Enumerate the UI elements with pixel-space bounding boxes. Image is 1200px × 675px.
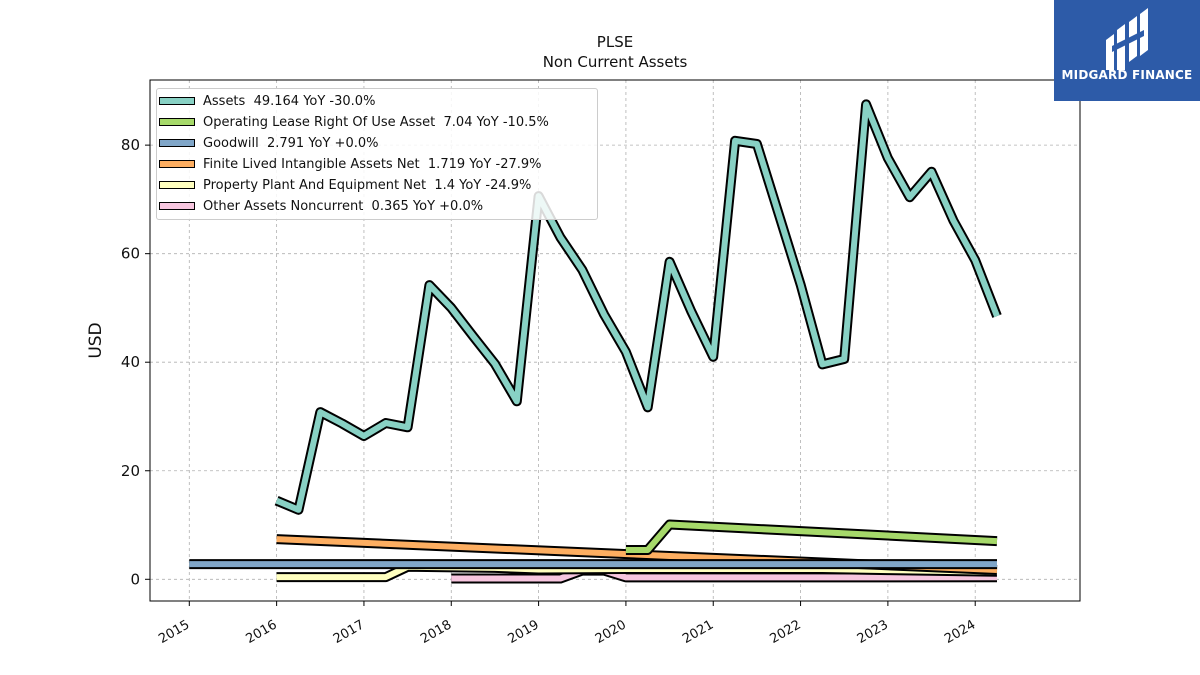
legend-swatch-ppe bbox=[159, 181, 195, 189]
legend-label-ppe: Property Plant And Equipment Net 1.4 YoY… bbox=[203, 177, 532, 193]
y-tick-label: 80 bbox=[121, 136, 140, 154]
x-axis: 2015 2016 2017 2018 2019 2020 2021 2022 2023 2024 bbox=[156, 601, 978, 647]
legend-label-goodwill: Goodwill 2.791 YoY +0.0% bbox=[203, 135, 379, 151]
legend-item-assets: Assets 49.164 YoY -30.0% bbox=[157, 91, 375, 111]
legend-label-other-assets: Other Assets Noncurrent 0.365 YoY +0.0% bbox=[203, 198, 484, 214]
legend-item-intangible: Finite Lived Intangible Assets Net 1.719… bbox=[157, 154, 542, 174]
legend-swatch-assets bbox=[159, 97, 195, 105]
y-tick-label: 60 bbox=[121, 245, 140, 263]
series-4-line bbox=[276, 561, 998, 583]
x-tick-label: 2023 bbox=[855, 617, 891, 647]
y-tick-label: 20 bbox=[121, 462, 140, 480]
series-line bbox=[625, 521, 998, 553]
logo-text: MIDGARD FINANCE bbox=[1061, 68, 1193, 82]
legend-label-assets: Assets 49.164 YoY -30.0% bbox=[203, 93, 376, 109]
chart-subtitle: Non Current Assets bbox=[542, 53, 688, 71]
legend-item-ppe: Property Plant And Equipment Net 1.4 YoY… bbox=[157, 175, 531, 195]
series-0-line bbox=[274, 99, 1002, 515]
series-line bbox=[276, 563, 998, 581]
brand-logo: MIDGARD FINANCE bbox=[1054, 0, 1200, 101]
chart-title: PLSE bbox=[596, 33, 634, 51]
x-tick-label: 2024 bbox=[942, 617, 978, 647]
legend-label-intangible: Finite Lived Intangible Assets Net 1.719… bbox=[203, 156, 542, 172]
y-axis-label: USD bbox=[86, 322, 106, 358]
legend-item-other-assets: Other Assets Noncurrent 0.365 YoY +0.0% bbox=[157, 196, 483, 216]
x-tick-label: 2020 bbox=[593, 617, 629, 647]
legend-item-operating-lease: Operating Lease Right Of Use Asset 7.04 … bbox=[157, 112, 549, 132]
series-line bbox=[275, 101, 1000, 513]
series-1-line bbox=[625, 519, 998, 555]
x-tick-label: 2016 bbox=[244, 617, 280, 647]
x-tick-label: 2019 bbox=[506, 617, 542, 647]
x-tick-label: 2022 bbox=[767, 617, 803, 647]
legend-swatch-operating-lease bbox=[159, 118, 195, 126]
x-tick-label: 2017 bbox=[331, 617, 367, 647]
x-tick-label: 2021 bbox=[680, 617, 716, 647]
x-tick-label: 2015 bbox=[156, 617, 192, 647]
legend-item-goodwill: Goodwill 2.791 YoY +0.0% bbox=[157, 133, 378, 153]
legend-label-operating-lease: Operating Lease Right Of Use Asset 7.04 … bbox=[203, 114, 549, 130]
series-layer bbox=[189, 99, 1002, 584]
legend: Assets 49.164 YoY -30.0% Operating Lease… bbox=[156, 88, 598, 220]
y-axis: 0 20 40 60 80 bbox=[121, 136, 150, 588]
y-tick-label: 0 bbox=[130, 570, 140, 588]
plot-area-frame bbox=[149, 79, 1081, 602]
x-tick-label: 2018 bbox=[418, 617, 454, 647]
y-tick-label: 40 bbox=[121, 353, 140, 371]
legend-swatch-intangible bbox=[159, 160, 195, 168]
legend-swatch-goodwill bbox=[159, 139, 195, 147]
legend-swatch-other-assets bbox=[159, 202, 195, 210]
logo-mark-icon bbox=[1106, 8, 1148, 70]
